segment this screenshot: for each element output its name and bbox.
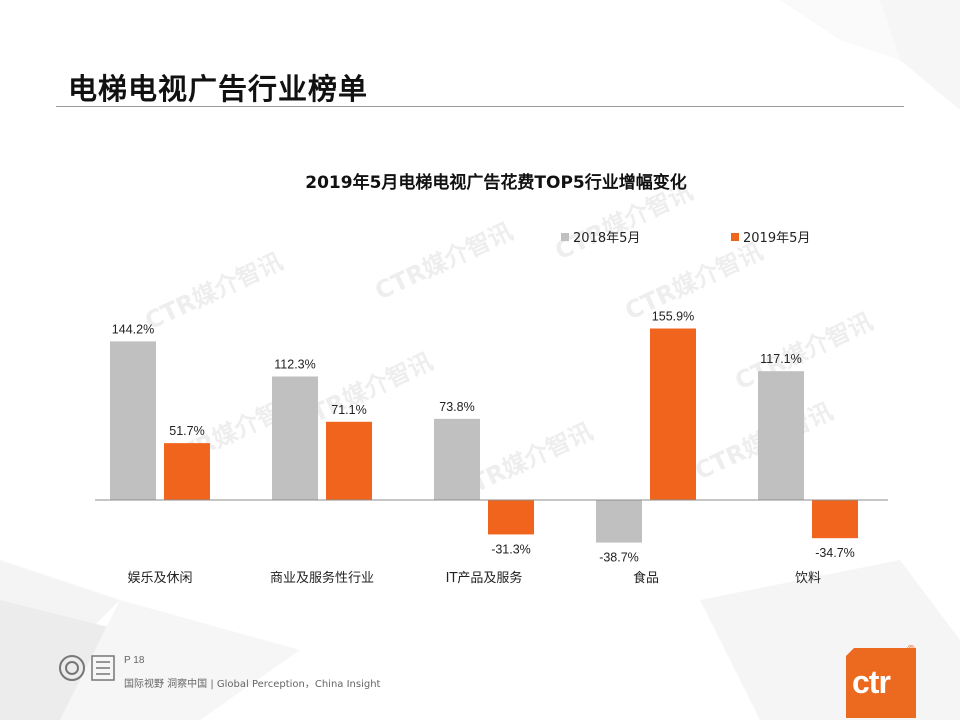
- data-label-2019-3: -31.3%: [491, 542, 531, 556]
- ctr-logo-icon: [846, 648, 916, 718]
- legend-label-2: 2019年5月: [743, 231, 810, 246]
- data-label-2019-1: 51.7%: [169, 424, 204, 438]
- certification-logo: [59, 655, 115, 681]
- data-label-2019-5: -34.7%: [815, 546, 855, 560]
- ctr-logo-text: ctr: [852, 664, 891, 700]
- bar-chart: CTR媒介智讯 CTR媒介智讯 CTR媒介智讯CTR媒介智讯CTR媒介智讯CTR媒介…: [95, 172, 888, 586]
- bar-2018-4: [596, 500, 642, 543]
- data-label-2018-3: 73.8%: [439, 400, 474, 414]
- bar-2018-3: [434, 418, 480, 500]
- data-label-2018-4: -38.7%: [599, 551, 639, 565]
- data-label-2018-1: 144.2%: [112, 322, 154, 336]
- bar-2019-3: [488, 500, 534, 535]
- data-label-2019-4: 155.9%: [652, 310, 694, 324]
- bar-2018-2: [272, 376, 318, 500]
- bar-2018-1: [110, 341, 156, 500]
- legend-swatch-2: [731, 233, 739, 241]
- bar-2018-5: [758, 371, 804, 500]
- bar-2019-5: [812, 500, 858, 539]
- legend-label-1: 2018年5月: [573, 231, 640, 246]
- data-label-2018-5: 117.1%: [760, 352, 801, 366]
- data-label-2019-2: 71.1%: [331, 403, 366, 417]
- bar-2019-2: [326, 421, 372, 500]
- category-label-2: 商业及服务性行业: [270, 570, 374, 586]
- title-divider: [56, 106, 904, 107]
- watermark-text: CTR媒介智讯: [141, 247, 287, 335]
- category-label-1: 娱乐及休闲: [127, 571, 192, 586]
- watermark-text: CTR媒介智讯: [371, 217, 517, 305]
- category-label-5: 饮料: [795, 571, 821, 586]
- chart-title: 2019年5月电梯电视广告花费TOP5行业增幅变化: [305, 172, 686, 193]
- category-label-3: IT产品及服务: [446, 570, 523, 586]
- bar-2019-1: [164, 443, 210, 500]
- data-label-2018-2: 112.3%: [274, 357, 315, 371]
- footer-slogan: 国际视野 洞察中国 | Global Perception，China Insi…: [124, 679, 381, 690]
- category-label-4: 食品: [633, 570, 659, 586]
- footer-page-number: P 18: [124, 655, 145, 666]
- registered-mark: ®: [906, 644, 916, 655]
- bar-2019-4: [650, 328, 696, 500]
- page-title: 电梯电视广告行业榜单: [68, 72, 369, 106]
- legend-swatch-1: [561, 233, 569, 241]
